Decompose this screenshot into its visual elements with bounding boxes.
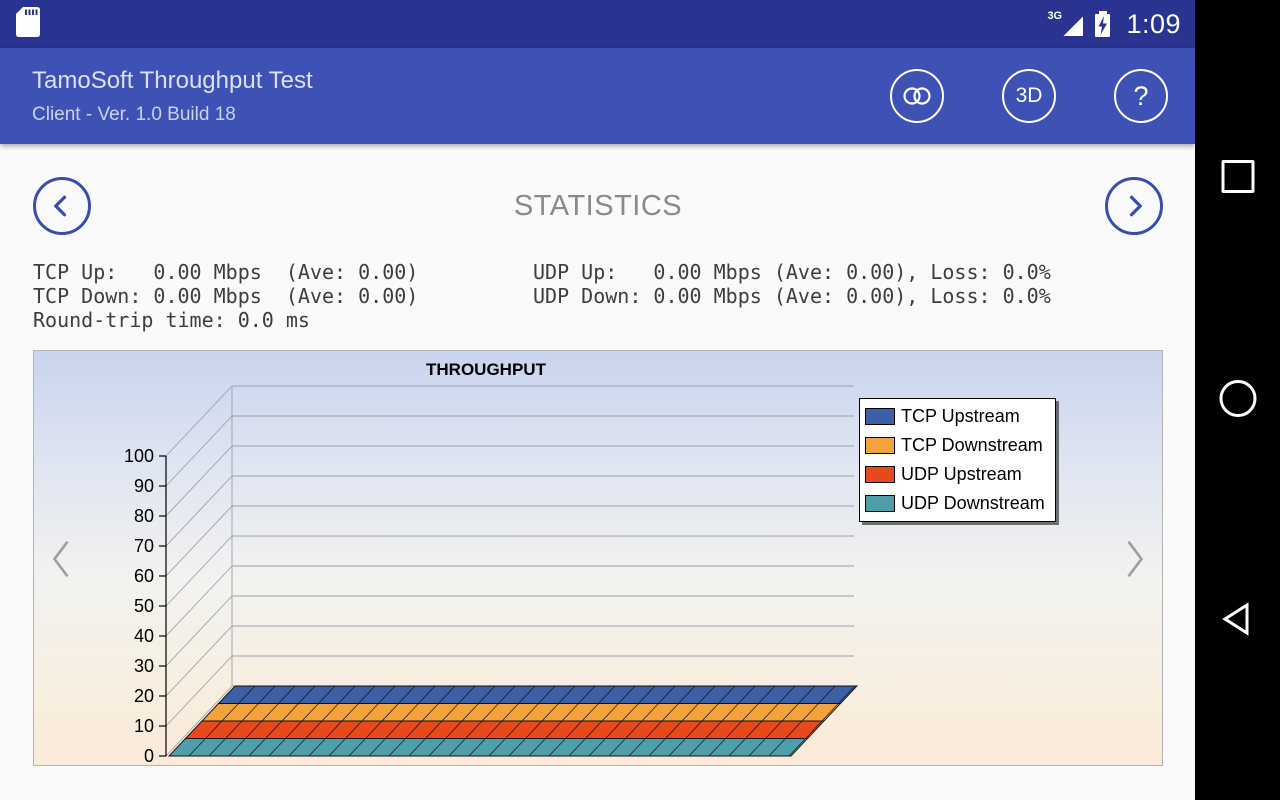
- svg-text:60: 60: [134, 566, 154, 586]
- stats-header: STATISTICS: [33, 177, 1163, 235]
- recents-square-icon: [1221, 160, 1254, 193]
- svg-text:30: 30: [134, 656, 154, 676]
- chevron-right-icon: [1129, 195, 1142, 217]
- udp-down-line: UDP Down: 0.00 Mbps (Ave: 0.00), Loss: 0…: [533, 284, 1051, 308]
- legend-item: TCP Downstream: [865, 431, 1045, 460]
- legend-label: TCP Downstream: [901, 435, 1043, 455]
- svg-text:10: 10: [134, 716, 154, 736]
- link-icon: [903, 87, 931, 105]
- chevron-left-icon: [52, 540, 69, 578]
- back-triangle-icon: [1221, 602, 1248, 636]
- 3d-label: 3D: [1015, 84, 1043, 107]
- app-subtitle: Client - Ver. 1.0 Build 18: [32, 103, 236, 125]
- sd-card-icon: [16, 6, 40, 42]
- battery-charging-icon: [1095, 11, 1111, 37]
- legend-label: UDP Downstream: [901, 493, 1045, 513]
- chart-legend: TCP Upstream TCP Downstream UDP Upstream UD…: [859, 398, 1056, 522]
- signal-triangle-icon: [1063, 16, 1084, 36]
- tcp-up-line: TCP Up: 0.00 Mbps (Ave: 0.00): [33, 260, 419, 284]
- app-title: TamoSoft Throughput Test: [32, 66, 313, 94]
- home-circle-icon: [1219, 380, 1256, 417]
- help-label: ?: [1133, 80, 1149, 111]
- tcp-down-line: TCP Down: 0.00 Mbps (Ave: 0.00): [33, 284, 419, 308]
- svg-text:50: 50: [134, 596, 154, 616]
- prev-page-button[interactable]: [33, 177, 91, 235]
- svg-text:70: 70: [134, 536, 154, 556]
- svg-text:90: 90: [134, 476, 154, 496]
- app-titles: TamoSoft Throughput Test Client - Ver. 1…: [32, 67, 313, 126]
- udp-stats: UDP Up: 0.00 Mbps (Ave: 0.00), Loss: 0.0…: [533, 260, 1051, 332]
- chevron-left-icon: [54, 195, 67, 217]
- svg-text:0: 0: [144, 746, 154, 765]
- round-trip-line: Round-trip time: 0.0 ms: [33, 308, 310, 332]
- next-page-button[interactable]: [1105, 177, 1163, 235]
- app-bar: TamoSoft Throughput Test Client - Ver. 1…: [0, 48, 1195, 144]
- legend-swatch: [865, 466, 895, 483]
- content: STATISTICS TCP Up: 0.00 Mbps (Ave: 0.00)…: [0, 144, 1195, 800]
- svg-text:80: 80: [134, 506, 154, 526]
- legend-item: UDP Downstream: [865, 489, 1045, 518]
- navigation-bar: [1195, 0, 1280, 800]
- legend-label: TCP Upstream: [901, 406, 1020, 426]
- legend-item: UDP Upstream: [865, 460, 1045, 489]
- network-type-label: 3G: [1047, 10, 1063, 22]
- legend-swatch: [865, 408, 895, 425]
- connect-button[interactable]: [890, 69, 944, 123]
- page-title: STATISTICS: [513, 189, 683, 222]
- legend-swatch: [865, 437, 895, 454]
- stats-summary: TCP Up: 0.00 Mbps (Ave: 0.00) TCP Down: …: [33, 260, 1195, 332]
- tcp-stats: TCP Up: 0.00 Mbps (Ave: 0.00) TCP Down: …: [33, 260, 533, 332]
- svg-text:20: 20: [134, 686, 154, 706]
- legend-swatch: [865, 495, 895, 512]
- svg-text:40: 40: [134, 626, 154, 646]
- chart-title: THROUGHPUT: [426, 360, 546, 379]
- clock: 1:09: [1126, 8, 1181, 39]
- 3d-view-button[interactable]: 3D: [1002, 69, 1056, 123]
- chevron-right-icon: [1127, 540, 1144, 578]
- app-actions: 3D ?: [890, 69, 1195, 123]
- back-button[interactable]: [1218, 599, 1258, 639]
- legend-item: TCP Upstream: [865, 402, 1045, 431]
- throughput-chart: THROUGHPUT 0 10 20 30 40 50 60 70 80 90 100 TCP Up…: [33, 350, 1163, 766]
- recents-button[interactable]: [1221, 160, 1254, 193]
- help-button[interactable]: ?: [1114, 69, 1168, 123]
- udp-up-line: UDP Up: 0.00 Mbps (Ave: 0.00), Loss: 0.0…: [533, 260, 1051, 284]
- app-window: 3G 1:09 TamoSoft Throughput Test C: [0, 0, 1195, 800]
- signal-strength-icon: 3G: [1047, 10, 1084, 38]
- legend-label: UDP Upstream: [901, 464, 1022, 484]
- svg-text:100: 100: [124, 446, 154, 466]
- chart-next-arrow[interactable]: [1122, 537, 1148, 581]
- home-button[interactable]: [1219, 380, 1256, 417]
- status-bar: 3G 1:09: [0, 0, 1195, 48]
- chart-plot: 0 10 20 30 40 50 60 70 80 90 100: [124, 385, 859, 765]
- chart-prev-arrow[interactable]: [48, 537, 74, 581]
